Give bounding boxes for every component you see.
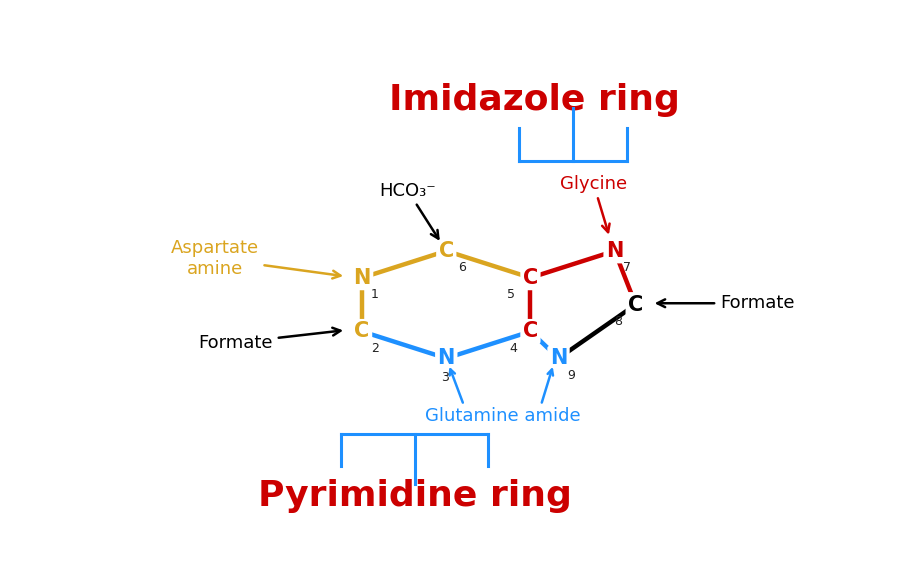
Text: C: C: [439, 241, 454, 261]
Text: 6: 6: [458, 261, 466, 274]
Text: Aspartate
amine: Aspartate amine: [171, 239, 340, 278]
Text: 8: 8: [614, 315, 622, 328]
Text: N: N: [354, 268, 371, 288]
Text: 1: 1: [371, 288, 378, 301]
Text: 9: 9: [567, 369, 575, 382]
Text: 3: 3: [441, 371, 449, 383]
Text: 4: 4: [509, 342, 517, 355]
Text: Imidazole ring: Imidazole ring: [388, 83, 680, 117]
Text: N: N: [550, 348, 567, 368]
Text: 7: 7: [624, 261, 631, 274]
Text: C: C: [523, 321, 538, 342]
Text: C: C: [355, 321, 370, 342]
Text: 5: 5: [507, 288, 515, 301]
Text: Formate: Formate: [198, 328, 340, 352]
Text: 2: 2: [371, 342, 378, 355]
Text: C: C: [628, 295, 643, 314]
Text: Pyrimidine ring: Pyrimidine ring: [258, 479, 572, 513]
Text: N: N: [438, 348, 455, 368]
Text: HCO₃⁻: HCO₃⁻: [379, 181, 438, 239]
Text: N: N: [606, 241, 624, 261]
Text: Formate: Formate: [657, 294, 795, 312]
Text: Glycine: Glycine: [560, 175, 627, 232]
Text: Glutamine amide: Glutamine amide: [424, 407, 580, 425]
Text: C: C: [523, 268, 538, 288]
